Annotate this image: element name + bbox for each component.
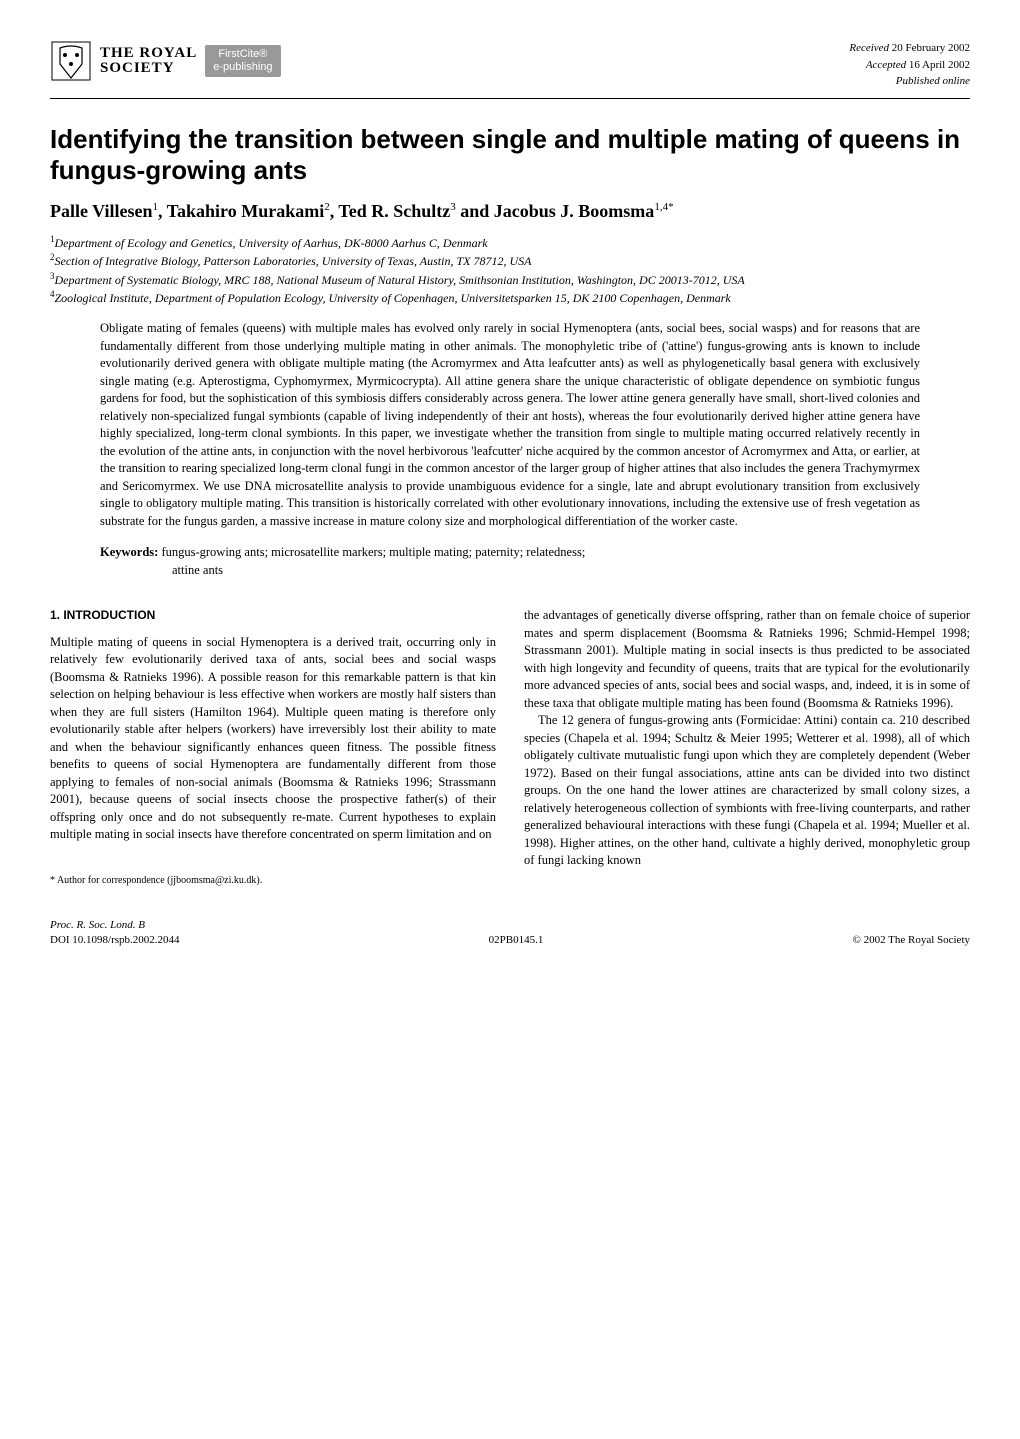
publisher-logo-block: THE ROYAL SOCIETY FirstCite® e-publishin… bbox=[50, 40, 281, 82]
accepted-label: Accepted bbox=[866, 59, 906, 71]
intro-para-1: Multiple mating of queens in social Hyme… bbox=[50, 634, 496, 844]
footer-right: © 2002 The Royal Society bbox=[852, 933, 970, 948]
page-header: THE ROYAL SOCIETY FirstCite® e-publishin… bbox=[50, 40, 970, 99]
intro-para-1-cont: the advantages of genetically diverse of… bbox=[524, 607, 970, 712]
intro-para-2: The 12 genera of fungus-growing ants (Fo… bbox=[524, 712, 970, 870]
firstcite-line1: FirstCite® bbox=[213, 48, 272, 61]
keywords: Keywords: fungus-growing ants; microsate… bbox=[100, 544, 920, 579]
firstcite-badge: FirstCite® e-publishing bbox=[205, 45, 280, 77]
publisher-name: THE ROYAL SOCIETY bbox=[100, 46, 197, 76]
body-columns: 1. INTRODUCTION Multiple mating of queen… bbox=[50, 607, 970, 888]
footer-center: 02PB0145.1 bbox=[489, 933, 544, 948]
firstcite-line2: e-publishing bbox=[213, 61, 272, 74]
received-line: Received 20 February 2002 bbox=[849, 40, 970, 57]
page-footer: Proc. R. Soc. Lond. B DOI 10.1098/rspb.2… bbox=[50, 918, 970, 949]
affiliation-line: 3Department of Systematic Biology, MRC 1… bbox=[50, 270, 970, 288]
publisher-line2: SOCIETY bbox=[100, 61, 197, 76]
affiliation-line: 4Zoological Institute, Department of Pop… bbox=[50, 288, 970, 306]
abstract: Obligate mating of females (queens) with… bbox=[100, 320, 920, 530]
published-label: Published online bbox=[896, 75, 970, 87]
accepted-value: 16 April 2002 bbox=[909, 59, 970, 71]
publisher-line1: THE ROYAL bbox=[100, 46, 197, 61]
section-heading-intro: 1. INTRODUCTION bbox=[50, 607, 496, 624]
received-label: Received bbox=[849, 42, 889, 54]
footer-left: Proc. R. Soc. Lond. B DOI 10.1098/rspb.2… bbox=[50, 918, 180, 949]
affiliations: 1Department of Ecology and Genetics, Uni… bbox=[50, 233, 970, 306]
footer-journal: Proc. R. Soc. Lond. B bbox=[50, 919, 145, 931]
article-title: Identifying the transition between singl… bbox=[50, 124, 970, 186]
published-line: Published online bbox=[849, 73, 970, 90]
keywords-line1: fungus-growing ants; microsatellite mark… bbox=[161, 545, 585, 559]
keywords-line2: attine ants bbox=[100, 562, 920, 580]
column-right: the advantages of genetically diverse of… bbox=[524, 607, 970, 888]
keywords-label: Keywords: bbox=[100, 545, 158, 559]
footer-doi: DOI 10.1098/rspb.2002.2044 bbox=[50, 933, 180, 948]
affiliation-line: 2Section of Integrative Biology, Patters… bbox=[50, 251, 970, 269]
accepted-line: Accepted 16 April 2002 bbox=[849, 57, 970, 74]
authors: Palle Villesen1, Takahiro Murakami2, Ted… bbox=[50, 200, 970, 223]
received-value: 20 February 2002 bbox=[892, 42, 970, 54]
royal-society-crest-icon bbox=[50, 40, 92, 82]
correspondence-note: * Author for correspondence (jjboomsma@z… bbox=[50, 874, 496, 888]
article-meta: Received 20 February 2002 Accepted 16 Ap… bbox=[849, 40, 970, 90]
affiliation-line: 1Department of Ecology and Genetics, Uni… bbox=[50, 233, 970, 251]
column-left: 1. INTRODUCTION Multiple mating of queen… bbox=[50, 607, 496, 888]
